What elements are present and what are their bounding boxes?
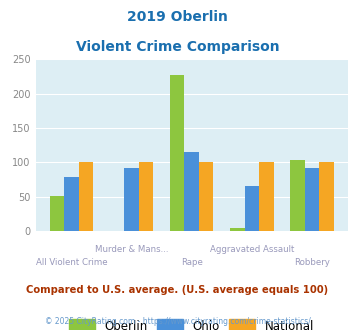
Bar [50,196,64,231]
Text: Robbery: Robbery [294,258,330,267]
Bar [78,162,93,231]
Bar [170,75,185,231]
Bar [124,168,139,231]
Bar [245,186,259,231]
Bar [199,162,213,231]
Text: Rape: Rape [181,258,203,267]
Bar [305,168,319,231]
Text: Aggravated Assault: Aggravated Assault [210,245,294,254]
Bar [139,162,153,231]
Text: Compared to U.S. average. (U.S. average equals 100): Compared to U.S. average. (U.S. average … [26,285,329,295]
Text: Violent Crime Comparison: Violent Crime Comparison [76,40,279,53]
Text: Murder & Mans...: Murder & Mans... [95,245,168,254]
Bar [230,228,245,231]
Text: 2019 Oberlin: 2019 Oberlin [127,10,228,24]
Bar [185,152,199,231]
Legend: Oberlin, Ohio, National: Oberlin, Ohio, National [69,319,314,330]
Bar [319,162,334,231]
Bar [259,162,274,231]
Bar [64,178,78,231]
Text: © 2025 CityRating.com - https://www.cityrating.com/crime-statistics/: © 2025 CityRating.com - https://www.city… [45,317,310,326]
Text: All Violent Crime: All Violent Crime [36,258,107,267]
Bar [290,160,305,231]
